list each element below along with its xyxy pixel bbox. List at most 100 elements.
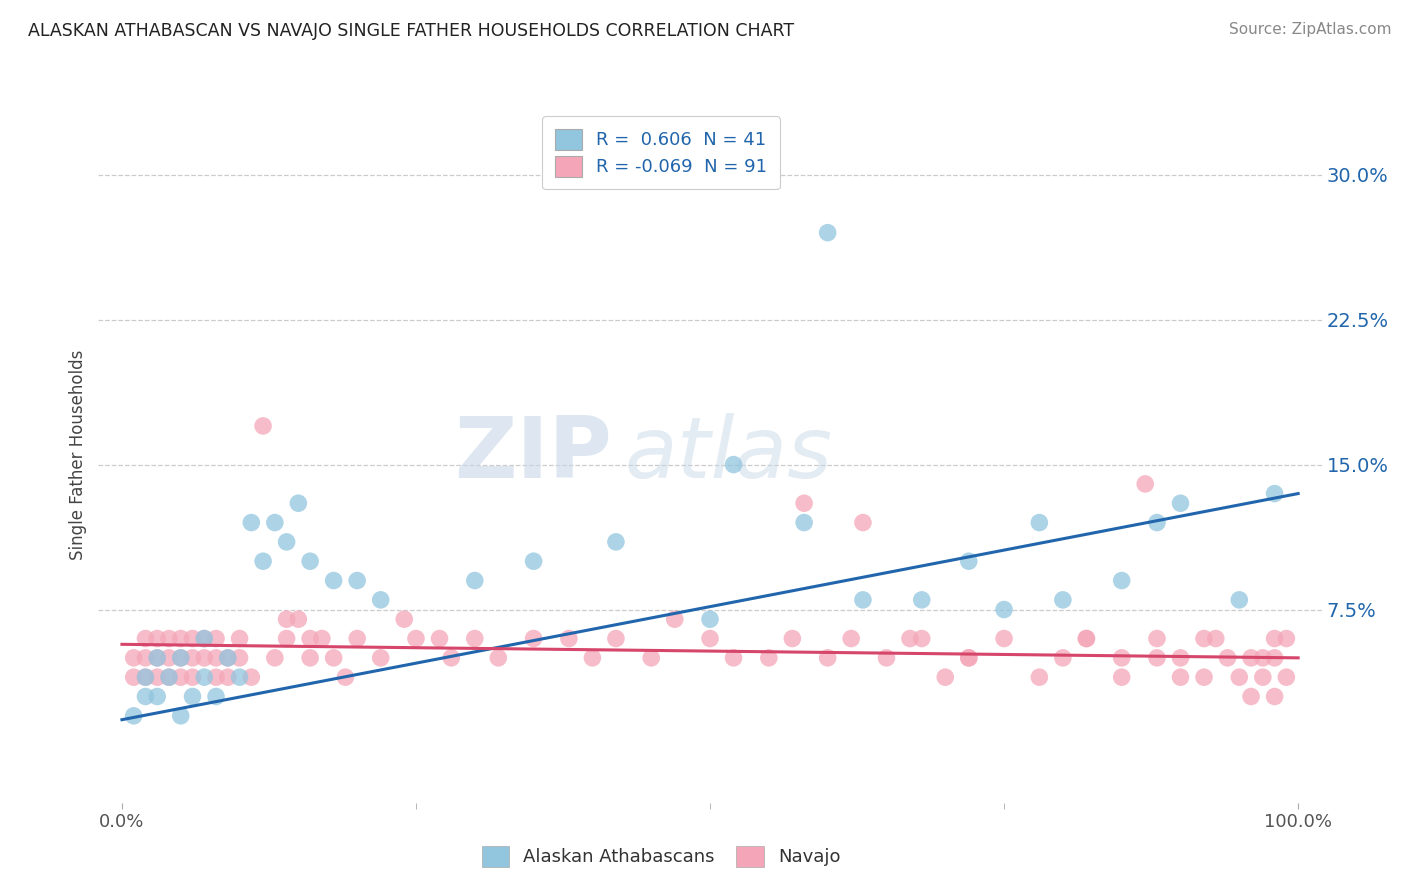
Point bbox=[322, 651, 344, 665]
Point bbox=[723, 458, 745, 472]
Point bbox=[852, 592, 875, 607]
Point bbox=[1028, 670, 1050, 684]
Point bbox=[1264, 651, 1286, 665]
Point bbox=[217, 651, 239, 665]
Point bbox=[146, 690, 169, 704]
Point bbox=[1052, 651, 1074, 665]
Point bbox=[957, 651, 980, 665]
Point bbox=[228, 670, 250, 684]
Point bbox=[370, 592, 392, 607]
Point bbox=[346, 632, 368, 646]
Point bbox=[1227, 592, 1250, 607]
Point bbox=[782, 632, 804, 646]
Point bbox=[1052, 592, 1074, 607]
Point bbox=[1146, 516, 1168, 530]
Point bbox=[793, 496, 815, 510]
Point bbox=[1135, 476, 1157, 491]
Point bbox=[157, 670, 180, 684]
Point bbox=[228, 651, 250, 665]
Point bbox=[1275, 632, 1298, 646]
Point bbox=[1240, 690, 1263, 704]
Point bbox=[146, 632, 169, 646]
Point bbox=[193, 670, 215, 684]
Point bbox=[392, 612, 416, 626]
Point bbox=[957, 554, 980, 568]
Point bbox=[699, 632, 721, 646]
Point bbox=[170, 708, 193, 723]
Point bbox=[263, 516, 285, 530]
Point bbox=[1192, 632, 1215, 646]
Point bbox=[464, 632, 486, 646]
Point bbox=[1192, 670, 1215, 684]
Point bbox=[523, 632, 546, 646]
Point bbox=[911, 592, 934, 607]
Point bbox=[1264, 690, 1286, 704]
Point bbox=[193, 651, 215, 665]
Point bbox=[1240, 651, 1263, 665]
Point bbox=[1028, 516, 1050, 530]
Point bbox=[605, 632, 627, 646]
Point bbox=[911, 632, 934, 646]
Point bbox=[311, 632, 333, 646]
Text: atlas: atlas bbox=[624, 413, 832, 497]
Point bbox=[1205, 632, 1227, 646]
Point bbox=[122, 708, 145, 723]
Point bbox=[146, 670, 169, 684]
Point bbox=[839, 632, 862, 646]
Point bbox=[181, 690, 204, 704]
Point bbox=[1146, 651, 1168, 665]
Point bbox=[793, 516, 815, 530]
Point bbox=[957, 651, 980, 665]
Point bbox=[1170, 651, 1192, 665]
Point bbox=[1251, 670, 1274, 684]
Point bbox=[134, 670, 156, 684]
Point bbox=[370, 651, 392, 665]
Point bbox=[1111, 574, 1133, 588]
Point bbox=[146, 651, 169, 665]
Point bbox=[1264, 632, 1286, 646]
Point bbox=[558, 632, 581, 646]
Point bbox=[440, 651, 463, 665]
Point bbox=[1076, 632, 1098, 646]
Point bbox=[252, 419, 274, 434]
Point bbox=[134, 651, 156, 665]
Point bbox=[205, 651, 228, 665]
Point bbox=[581, 651, 603, 665]
Point bbox=[758, 651, 780, 665]
Point bbox=[157, 670, 180, 684]
Point bbox=[299, 554, 322, 568]
Point bbox=[157, 651, 180, 665]
Point bbox=[1170, 670, 1192, 684]
Point bbox=[335, 670, 357, 684]
Point bbox=[170, 670, 193, 684]
Point bbox=[134, 670, 156, 684]
Point bbox=[205, 670, 228, 684]
Point bbox=[181, 670, 204, 684]
Point bbox=[170, 651, 193, 665]
Point bbox=[1227, 670, 1250, 684]
Point bbox=[193, 632, 215, 646]
Point bbox=[134, 690, 156, 704]
Point bbox=[1146, 632, 1168, 646]
Point bbox=[157, 632, 180, 646]
Point bbox=[299, 632, 322, 646]
Point bbox=[276, 632, 298, 646]
Point bbox=[464, 574, 486, 588]
Point bbox=[523, 554, 546, 568]
Point bbox=[240, 670, 263, 684]
Point bbox=[146, 651, 169, 665]
Point bbox=[181, 632, 204, 646]
Point bbox=[122, 651, 145, 665]
Legend: Alaskan Athabascans, Navajo: Alaskan Athabascans, Navajo bbox=[474, 838, 848, 874]
Point bbox=[170, 651, 193, 665]
Point bbox=[276, 612, 298, 626]
Point bbox=[1111, 651, 1133, 665]
Point bbox=[134, 632, 156, 646]
Point bbox=[1170, 496, 1192, 510]
Point bbox=[1264, 486, 1286, 500]
Point bbox=[322, 574, 344, 588]
Point bbox=[122, 670, 145, 684]
Point bbox=[405, 632, 427, 646]
Point bbox=[217, 670, 239, 684]
Text: ALASKAN ATHABASCAN VS NAVAJO SINGLE FATHER HOUSEHOLDS CORRELATION CHART: ALASKAN ATHABASCAN VS NAVAJO SINGLE FATH… bbox=[28, 22, 794, 40]
